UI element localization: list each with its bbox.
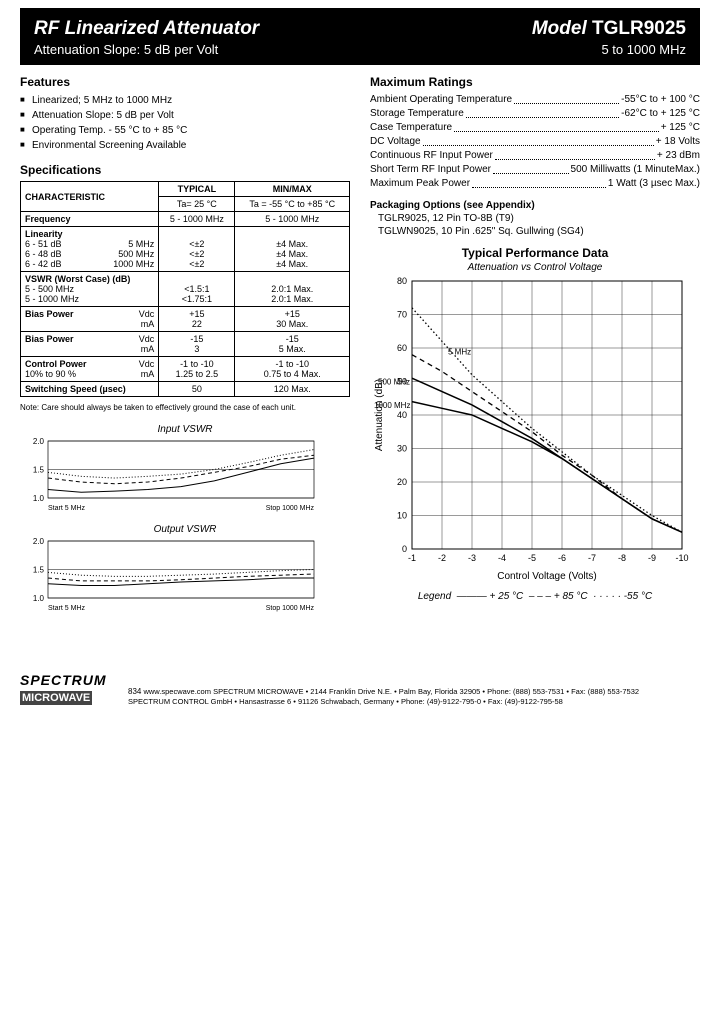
svg-text:2.0: 2.0 — [33, 437, 45, 446]
company-logo: SPECTRUM MICROWAVE — [20, 672, 120, 706]
spec-cell: +1530 Max. — [235, 307, 350, 332]
svg-text:1.0: 1.0 — [33, 494, 45, 503]
product-subtitle: Attenuation Slope: 5 dB per Volt — [34, 42, 259, 57]
spec-cell: ±4 Max.±4 Max.±4 Max. — [235, 227, 350, 272]
svg-text:Start 5 MHz: Start 5 MHz — [48, 505, 85, 512]
svg-text:-3: -3 — [468, 553, 476, 563]
col-typical: TYPICAL — [159, 182, 235, 197]
spec-cell: 120 Max. — [235, 382, 350, 397]
attenuation-chart: 01020304050607080-1-2-3-4-5-6-7-8-9-105 … — [370, 273, 690, 583]
svg-text:-10: -10 — [675, 553, 688, 563]
pkg-opt: TGLWN9025, 10 Pin .625" Sq. Gullwing (SG… — [370, 226, 584, 237]
spec-cell: 5 - 1000 MHz — [159, 212, 235, 227]
footer: SPECTRUM MICROWAVE 834 www.specwave.com … — [20, 672, 700, 706]
features-heading: Features — [20, 75, 350, 89]
svg-text:Start 5 MHz: Start 5 MHz — [48, 605, 85, 612]
svg-text:Stop 1000 MHz: Stop 1000 MHz — [266, 505, 315, 512]
main-chart-title: Typical Performance Data — [370, 246, 700, 260]
spec-cell: VSWR (Worst Case) (dB) 5 - 500 MHz 5 - 1… — [21, 272, 159, 307]
freq-range: 5 to 1000 MHz — [532, 42, 686, 57]
feature-item: Linearized; 5 MHz to 1000 MHz — [20, 93, 350, 108]
model-label: Model — [532, 18, 592, 39]
ratings-list: Ambient Operating Temperature-55°C to + … — [370, 93, 700, 191]
header-bar: RF Linearized Attenuator Attenuation Slo… — [20, 8, 700, 65]
ratings-heading: Maximum Ratings — [370, 75, 700, 89]
spec-cell: <±2<±2<±2 — [159, 227, 235, 272]
feature-item: Attenuation Slope: 5 dB per Volt — [20, 108, 350, 123]
svg-text:20: 20 — [397, 477, 407, 487]
output-vswr-title: Output VSWR — [20, 524, 350, 535]
main-chart-subtitle: Attenuation vs Control Voltage — [370, 262, 700, 273]
chart-legend: Legend ——— + 25 °C – – – + 85 °C · · · ·… — [370, 591, 700, 602]
spec-table: CHARACTERISTIC TYPICAL MIN/MAX Ta= 25 °C… — [20, 181, 350, 397]
svg-text:70: 70 — [397, 310, 407, 320]
spec-cell: Switching Speed (µsec) — [21, 382, 159, 397]
spec-cell: 2.0:1 Max.2.0:1 Max. — [235, 272, 350, 307]
svg-text:30: 30 — [397, 444, 407, 454]
product-title: RF Linearized Attenuator — [34, 18, 259, 40]
input-vswr-chart: Input VSWR 2.0 1.5 1.0Start 5 MHz Stop 1000… — [20, 424, 350, 512]
svg-text:-8: -8 — [618, 553, 626, 563]
feature-item: Operating Temp. - 55 °C to + 85 °C — [20, 123, 350, 138]
spec-cell: Linearity 6 - 51 dB5 MHz 6 - 48 dB500 MH… — [21, 227, 159, 272]
footer-url: www.specwave.com — [143, 687, 211, 696]
spec-cell: -1 to -101.25 to 2.5 — [159, 357, 235, 382]
spec-cell: -153 — [159, 332, 235, 357]
svg-text:60: 60 — [397, 343, 407, 353]
svg-text:80: 80 — [397, 276, 407, 286]
spec-cell: Bias PowerVdcmA — [21, 307, 159, 332]
spec-cell: 50 — [159, 382, 235, 397]
spec-cell: Control PowerVdc10% to 90 %mA — [21, 357, 159, 382]
svg-text:-6: -6 — [558, 553, 566, 563]
spec-cell: <1.5:1<1.75:1 — [159, 272, 235, 307]
svg-text:-9: -9 — [648, 553, 656, 563]
svg-text:1.5: 1.5 — [33, 466, 45, 475]
svg-text:-1: -1 — [408, 553, 416, 563]
svg-text:1.0: 1.0 — [33, 594, 45, 603]
spec-cell: -155 Max. — [235, 332, 350, 357]
spec-cell: Bias PowerVdcmA — [21, 332, 159, 357]
footer-line: SPECTRUM MICROWAVE • 2144 Franklin Drive… — [213, 687, 639, 696]
pkg-heading: Packaging Options (see Appendix) — [370, 200, 535, 211]
svg-text:-4: -4 — [498, 553, 506, 563]
features-list: Linearized; 5 MHz to 1000 MHz Attenuatio… — [20, 93, 350, 153]
svg-text:-5: -5 — [528, 553, 536, 563]
feature-item: Environmental Screening Available — [20, 138, 350, 153]
svg-text:Stop 1000 MHz: Stop 1000 MHz — [266, 605, 315, 612]
svg-text:Attenuation (dB): Attenuation (dB) — [374, 379, 385, 451]
col-minmax: MIN/MAX — [235, 182, 350, 197]
spec-cell: -1 to -100.75 to 4 Max. — [235, 357, 350, 382]
output-vswr-chart: Output VSWR 2.0 1.5 1.0Start 5 MHz Stop 100… — [20, 524, 350, 612]
col-typical-sub: Ta= 25 °C — [159, 197, 235, 212]
page-number: 834 — [128, 687, 141, 696]
spec-cell: 5 - 1000 MHz — [235, 212, 350, 227]
svg-text:-2: -2 — [438, 553, 446, 563]
col-characteristic: CHARACTERISTIC — [21, 182, 159, 212]
svg-text:10: 10 — [397, 511, 407, 521]
svg-text:-7: -7 — [588, 553, 596, 563]
spec-cell: Frequency — [21, 212, 159, 227]
input-vswr-title: Input VSWR — [20, 424, 350, 435]
footer-line: SPECTRUM CONTROL GmbH • Hansastrasse 6 •… — [128, 697, 639, 706]
spec-cell: +1522 — [159, 307, 235, 332]
spec-note: Note: Care should always be taken to eff… — [20, 403, 350, 412]
svg-text:5 MHz: 5 MHz — [448, 348, 471, 357]
svg-text:1.5: 1.5 — [33, 566, 45, 575]
svg-text:0: 0 — [402, 544, 407, 554]
spec-heading: Specifications — [20, 163, 350, 177]
svg-text:Control Voltage (Volts): Control Voltage (Volts) — [497, 571, 597, 582]
pkg-opt: TGLR9025, 12 Pin TO-8B (T9) — [370, 213, 514, 224]
model-number: TGLR9025 — [592, 18, 686, 39]
col-minmax-sub: Ta = -55 °C to +85 °C — [235, 197, 350, 212]
svg-text:2.0: 2.0 — [33, 537, 45, 546]
svg-text:40: 40 — [397, 410, 407, 420]
